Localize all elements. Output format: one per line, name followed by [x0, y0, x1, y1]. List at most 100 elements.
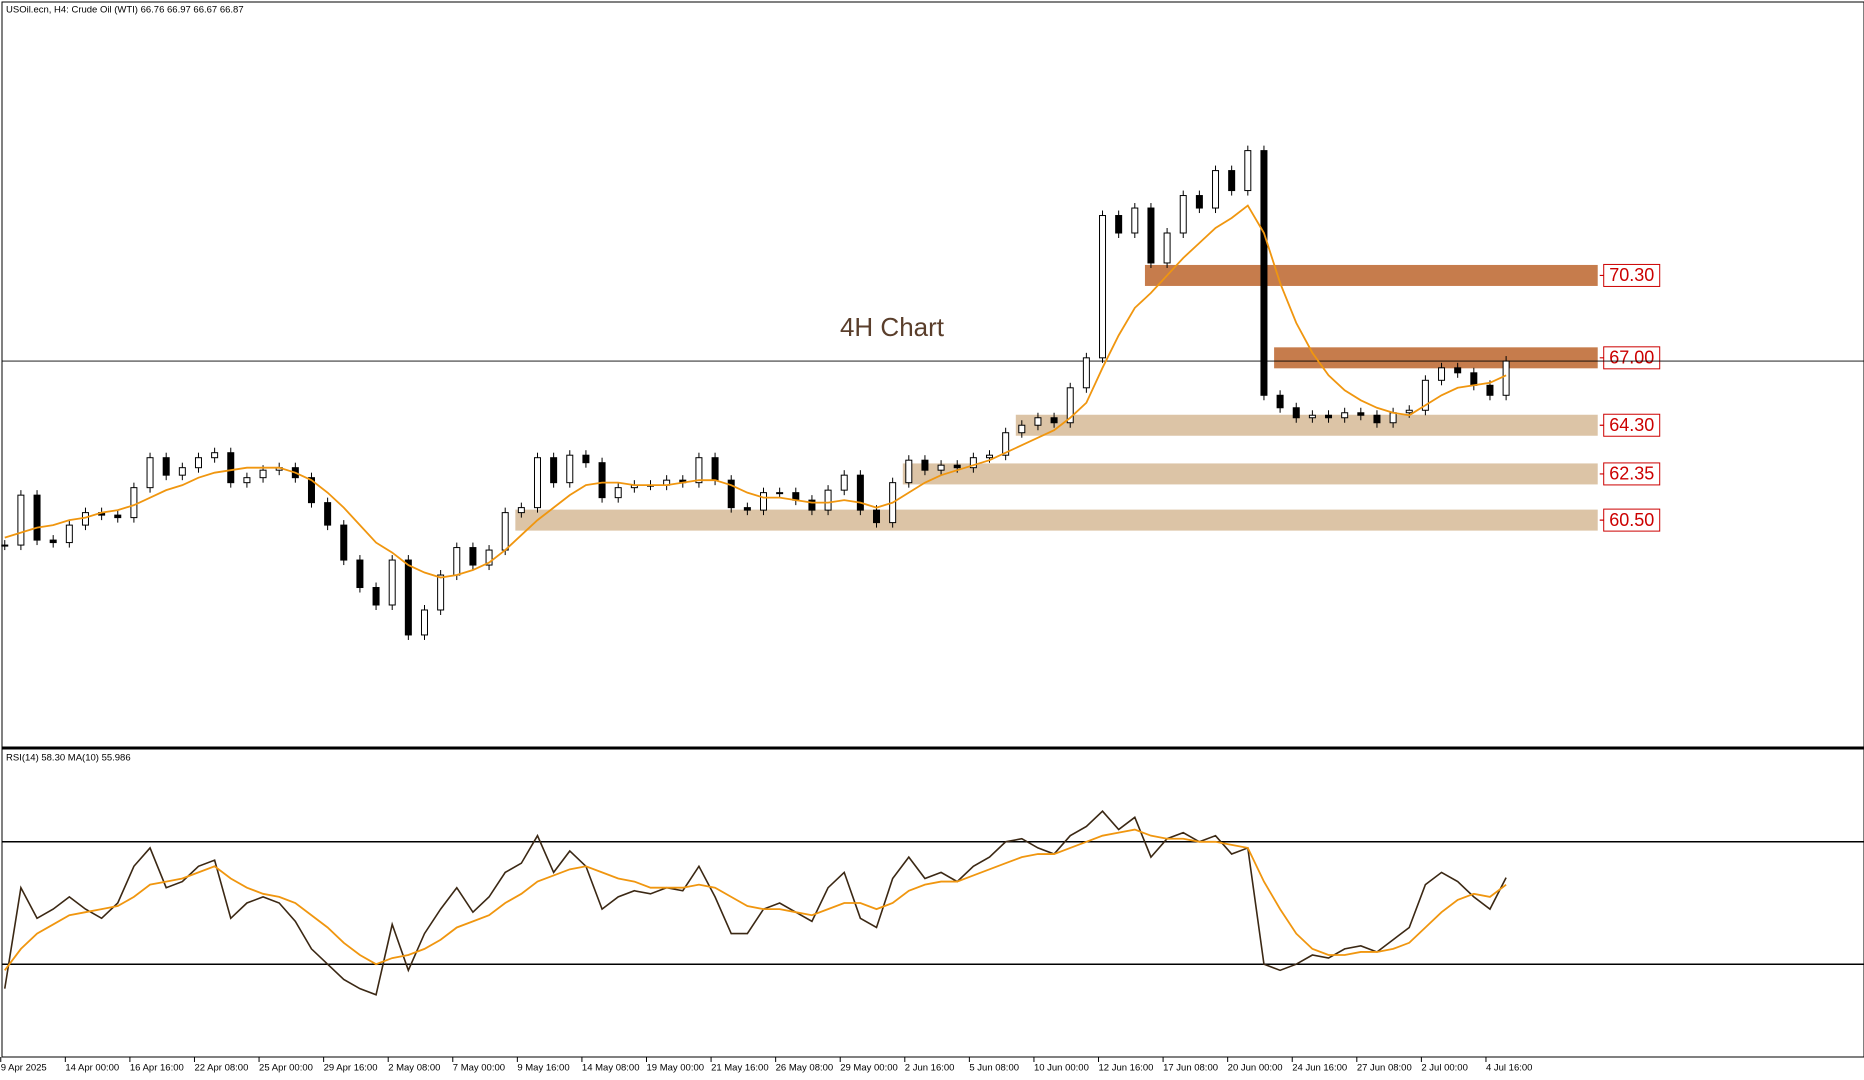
candle-body: [501, 512, 509, 551]
level-zone: [1144, 264, 1598, 286]
candle-body: [760, 492, 768, 511]
candle-body: [81, 512, 89, 526]
candle-body: [614, 487, 622, 499]
candle-body: [598, 462, 606, 499]
level-zone: [1274, 347, 1598, 369]
x-tick-label: 2 Jun 16:00: [905, 1063, 955, 1074]
candle-body: [178, 467, 186, 476]
candle-body: [953, 464, 961, 469]
candle-body: [259, 469, 267, 479]
x-tick-label: 9 May 16:00: [517, 1063, 569, 1074]
candle-body: [227, 452, 235, 484]
candle-body: [356, 559, 364, 589]
level-label: 70.30: [1609, 265, 1654, 285]
candle-body: [1018, 424, 1026, 434]
candle-body: [33, 494, 41, 541]
candle-body: [824, 489, 832, 511]
candle-body: [1195, 195, 1203, 209]
candle-body: [420, 609, 428, 636]
candle-body: [1212, 170, 1220, 209]
candle-body: [1373, 414, 1381, 424]
candle-body: [1292, 407, 1300, 419]
candle-body: [1405, 409, 1413, 414]
level-zone: [1015, 414, 1598, 436]
candle-body: [905, 459, 913, 484]
candle-body: [1, 544, 9, 547]
x-tick-label: 22 Apr 08:00: [194, 1063, 248, 1074]
level-label: 67.00: [1609, 348, 1654, 368]
x-tick-label: 29 Apr 16:00: [324, 1063, 378, 1074]
x-tick-label: 2 Jul 00:00: [1421, 1063, 1467, 1074]
candle-body: [1421, 379, 1429, 411]
candle-body: [566, 454, 574, 484]
candle-body: [1163, 232, 1171, 264]
candle-body: [1389, 412, 1397, 424]
rsi-line: [4, 828, 1507, 971]
x-tick-label: 25 Apr 00:00: [259, 1063, 313, 1074]
x-tick-label: 4 Jul 16:00: [1486, 1063, 1532, 1074]
candle-body: [1147, 207, 1155, 264]
candle-body: [921, 459, 929, 471]
level-label: 60.50: [1609, 510, 1654, 530]
candle-body: [211, 452, 219, 459]
candle-body: [324, 502, 332, 526]
candle-body: [1066, 387, 1074, 424]
candle-body: [162, 457, 170, 476]
price-title: USOil.ecn, H4: Crude Oil (WTI) 66.76 66.…: [6, 5, 244, 16]
level-label-box: [1603, 413, 1661, 437]
candle-body: [437, 574, 445, 611]
candle-body: [114, 514, 122, 519]
candle-body: [453, 547, 461, 576]
candle-body: [937, 464, 945, 471]
candle-body: [840, 474, 848, 491]
candle-body: [1244, 150, 1252, 192]
x-tick-label: 9 Apr 2025: [1, 1063, 47, 1074]
candle-body: [469, 547, 477, 566]
x-tick-label: 12 Jun 16:00: [1099, 1063, 1154, 1074]
x-tick-label: 14 Apr 00:00: [65, 1063, 119, 1074]
candle-body: [1115, 215, 1123, 234]
candle-body: [243, 477, 251, 484]
candle-body: [49, 539, 57, 544]
candle-body: [1050, 417, 1058, 424]
rsi-line: [3, 810, 1507, 996]
candle-body: [1082, 357, 1090, 389]
candle-body: [404, 559, 412, 636]
candle-body: [372, 587, 380, 606]
candle-body: [711, 457, 719, 481]
candle-body: [743, 507, 751, 511]
level-zone: [902, 463, 1598, 485]
candle-body: [194, 457, 202, 469]
candle-body: [1438, 367, 1446, 381]
candle-body: [1325, 414, 1333, 419]
level-label-box: [1603, 508, 1661, 532]
candle-body: [1228, 170, 1236, 192]
candle-body: [307, 477, 315, 504]
rsi-title: RSI(14) 58.30 MA(10) 55.986: [6, 753, 131, 764]
candle-body: [1179, 195, 1187, 234]
x-tick-label: 14 May 08:00: [582, 1063, 640, 1074]
candle-body: [1099, 215, 1107, 359]
x-tick-label: 17 Jun 08:00: [1163, 1063, 1218, 1074]
candle-body: [969, 457, 977, 469]
candle-body: [986, 454, 994, 459]
x-tick-label: 5 Jun 08:00: [969, 1063, 1019, 1074]
candle-body: [485, 549, 493, 566]
level-label-box: [1603, 263, 1661, 287]
candle-body: [1357, 412, 1365, 416]
candle-body: [388, 559, 396, 606]
x-tick-label: 29 May 00:00: [840, 1063, 898, 1074]
candle-body: [533, 457, 541, 509]
candle-body: [550, 457, 558, 484]
candle-body: [1308, 414, 1316, 419]
candle-body: [65, 524, 73, 544]
candle-body: [776, 492, 784, 495]
candle-body: [1502, 360, 1510, 396]
candle-body: [340, 524, 348, 561]
candle-body: [727, 479, 735, 509]
candle-body: [1034, 417, 1042, 426]
x-tick-label: 20 Jun 00:00: [1228, 1063, 1283, 1074]
x-tick-label: 26 May 08:00: [776, 1063, 834, 1074]
